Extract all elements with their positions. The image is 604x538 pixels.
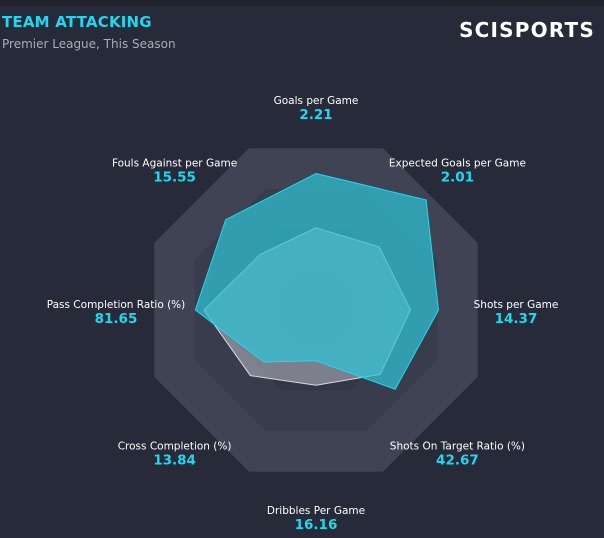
top-bar (0, 0, 604, 6)
axis-value-7: 15.55 (153, 170, 196, 186)
team-polygon (194, 172, 440, 390)
scisports-logo: SCISPORTS (459, 18, 595, 42)
axis-value-4: 16.16 (295, 517, 338, 533)
axis-label-1: Expected Goals per Game (389, 158, 526, 170)
axis-label-0: Goals per Game (274, 95, 359, 107)
axis-label-3: Shots On Target Ratio (%) (390, 440, 525, 452)
axis-value-3: 42.67 (436, 452, 479, 468)
axis-value-1: 2.01 (441, 170, 474, 186)
radar-polygons (194, 172, 440, 390)
axis-value-2: 14.37 (495, 311, 538, 327)
axis-label-2: Shots per Game (474, 299, 559, 311)
chart-title: TEAM ATTACKING (2, 13, 152, 31)
axis-value-6: 81.65 (95, 311, 138, 327)
axis-label-5: Cross Completion (%) (118, 440, 232, 452)
axis-label-4: Dribbles Per Game (267, 505, 365, 517)
axis-label-6: Pass Completion Ratio (%) (47, 299, 186, 311)
chart-subtitle: Premier League, This Season (2, 37, 176, 51)
axis-value-5: 13.84 (153, 452, 196, 468)
axis-label-7: Fouls Against per Game (112, 158, 237, 170)
axis-value-0: 2.21 (299, 107, 332, 123)
